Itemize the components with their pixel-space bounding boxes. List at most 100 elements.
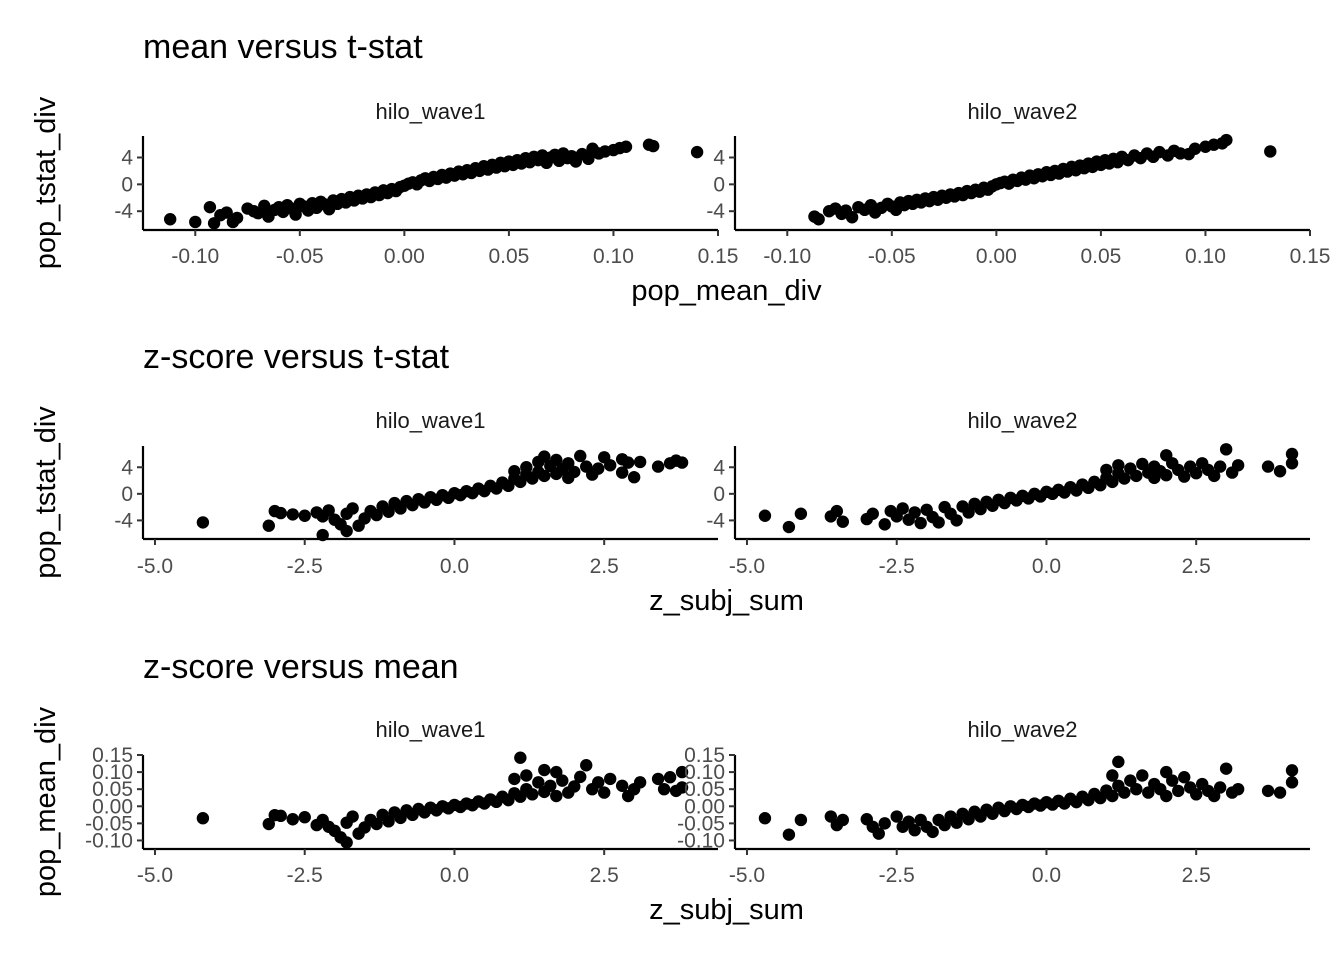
y-tick-label: -4 <box>706 509 725 532</box>
data-point <box>651 772 665 786</box>
data-point <box>878 817 891 830</box>
y-axis-title: pop_tstat_div <box>30 96 62 269</box>
data-point <box>845 211 859 224</box>
data-point <box>370 508 383 522</box>
data-point <box>526 788 539 801</box>
data-point <box>1100 463 1113 477</box>
data-point <box>1130 469 1143 483</box>
data-point <box>633 455 647 469</box>
data-point <box>1112 755 1125 769</box>
y-tick-label: -0.05 <box>85 812 133 835</box>
y-tick-label: -0.05 <box>677 812 725 835</box>
data-point <box>262 817 275 831</box>
data-point <box>1106 789 1119 803</box>
x-axis-title: pop_mean_div <box>631 275 822 307</box>
data-point <box>568 465 581 479</box>
data-point <box>782 520 796 534</box>
data-point <box>580 759 593 772</box>
data-point <box>514 751 527 764</box>
data-point <box>836 515 850 528</box>
x-tick-label: -5.0 <box>729 555 765 578</box>
x-tick-label: 0.00 <box>976 245 1017 268</box>
data-point <box>340 524 353 538</box>
data-point <box>262 519 275 532</box>
data-point <box>962 506 975 519</box>
data-point <box>1189 788 1203 801</box>
data-point <box>646 139 660 153</box>
x-tick-label: 0.10 <box>1185 245 1226 268</box>
facet-strip-label: hilo_wave2 <box>967 99 1077 124</box>
data-point <box>532 776 545 789</box>
data-point <box>574 449 587 463</box>
x-tick-label: -0.10 <box>171 245 219 268</box>
data-point <box>1166 774 1179 787</box>
data-point <box>1285 776 1299 789</box>
y-tick-label: 0 <box>121 483 133 506</box>
data-point <box>866 507 879 520</box>
data-point <box>932 516 945 529</box>
data-point <box>1136 457 1149 471</box>
data-point <box>1106 769 1119 782</box>
data-point <box>675 781 689 794</box>
chart-title: mean versus t-stat <box>143 28 423 66</box>
facet-panel-hilo_wave2: hilo_wave2 4 0 -4 -0.10 -0.05 0.00 0.05 0.10 0.15 <box>706 99 1330 268</box>
data-point <box>1172 784 1185 798</box>
data-point <box>544 779 557 792</box>
data-point <box>520 461 533 474</box>
data-point <box>322 504 335 517</box>
data-point <box>1213 781 1227 794</box>
data-point <box>592 462 605 475</box>
x-tick-label: 2.5 <box>1182 555 1211 578</box>
data-point <box>603 459 617 472</box>
y-axis-title: pop_tstat_div <box>30 406 62 579</box>
data-point <box>203 200 217 214</box>
data-point <box>298 811 311 824</box>
y-tick-label: -0.10 <box>85 829 133 852</box>
x-tick-label: 0.00 <box>384 245 425 268</box>
data-point <box>830 504 844 518</box>
data-point <box>1189 467 1203 480</box>
data-point <box>592 776 605 789</box>
data-point <box>950 514 963 527</box>
data-point <box>872 827 885 840</box>
facet-strip-label: hilo_wave1 <box>375 99 485 124</box>
data-point <box>633 776 647 789</box>
data-point <box>1118 786 1131 799</box>
data-point <box>196 516 210 529</box>
x-axis-title: z_subj_sum <box>649 585 804 617</box>
data-point <box>758 509 772 522</box>
data-point <box>603 772 617 786</box>
data-point <box>1261 460 1275 473</box>
x-tick-label: 0.0 <box>1032 864 1061 887</box>
data-point <box>690 145 704 159</box>
data-point <box>1213 460 1227 473</box>
data-point <box>890 810 903 823</box>
facet-panel-hilo_wave1: hilo_wave1 4 0 -4-5.0 -2.5 0.0 2.5 <box>114 408 718 578</box>
data-point <box>1178 771 1191 784</box>
data-point <box>1178 470 1191 483</box>
data-point <box>1219 762 1233 775</box>
y-tick-label: 0.10 <box>92 761 133 784</box>
data-point <box>1285 764 1299 777</box>
data-point <box>574 770 587 784</box>
y-tick-label: 0 <box>713 173 725 196</box>
data-point <box>508 465 521 478</box>
data-point <box>1261 784 1275 798</box>
data-point <box>550 789 563 803</box>
x-tick-label: 0.0 <box>440 864 469 887</box>
data-point <box>538 469 551 483</box>
x-tick-label: 0.10 <box>593 245 634 268</box>
facet-strip-label: hilo_wave1 <box>375 717 485 742</box>
x-tick-label: -0.05 <box>868 245 916 268</box>
facet-panel-hilo_wave1: hilo_wave1 4 0 -4 -0.10 -0.05 0.00 0.05 0.10 0.15 <box>114 99 738 268</box>
data-point <box>908 506 921 519</box>
data-point <box>1160 469 1173 482</box>
data-point <box>346 810 359 823</box>
facet-panel-hilo_wave1: hilo_wave1 0.150.100.050.00-0.05-0.10-5.0… <box>85 717 718 887</box>
x-axis-title: z_subj_sum <box>649 894 804 926</box>
x-tick-label: -5.0 <box>137 864 173 887</box>
y-tick-label: 0.05 <box>92 778 133 801</box>
chart-1: mean versus t-stat pop_tstat_div pop_mean_… <box>30 28 1330 307</box>
data-point <box>1106 475 1119 489</box>
y-axis-title: pop_mean_div <box>30 706 62 897</box>
